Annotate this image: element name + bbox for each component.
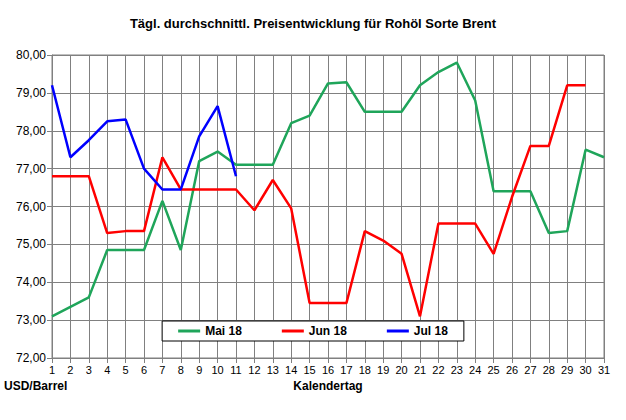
svg-text:13: 13 (267, 364, 279, 376)
svg-text:24: 24 (469, 364, 481, 376)
svg-text:2: 2 (67, 364, 73, 376)
svg-text:76,00: 76,00 (16, 200, 46, 214)
svg-text:Jul 18: Jul 18 (414, 324, 448, 338)
svg-text:22: 22 (432, 364, 444, 376)
svg-text:1: 1 (49, 364, 55, 376)
svg-text:3: 3 (86, 364, 92, 376)
svg-text:78,00: 78,00 (16, 124, 46, 138)
svg-text:11: 11 (230, 364, 241, 376)
svg-text:7: 7 (159, 364, 165, 376)
svg-text:27: 27 (524, 364, 536, 376)
svg-text:31: 31 (598, 364, 610, 376)
svg-text:23: 23 (451, 364, 463, 376)
svg-text:29: 29 (561, 364, 573, 376)
svg-text:12: 12 (248, 364, 260, 376)
svg-text:Mai 18: Mai 18 (205, 324, 242, 338)
svg-text:75,00: 75,00 (16, 237, 46, 251)
svg-text:Kalendertag: Kalendertag (293, 379, 362, 393)
svg-text:8: 8 (178, 364, 184, 376)
svg-text:73,00: 73,00 (16, 313, 46, 327)
svg-text:USD/Barrel: USD/Barrel (4, 379, 67, 393)
svg-text:28: 28 (543, 364, 555, 376)
svg-text:Tägl. durchschnittl. Preisentw: Tägl. durchschnittl. Preisentwicklung fü… (130, 16, 497, 31)
svg-text:16: 16 (322, 364, 334, 376)
svg-text:10: 10 (211, 364, 223, 376)
svg-text:26: 26 (506, 364, 518, 376)
svg-text:80,00: 80,00 (16, 48, 46, 62)
svg-text:4: 4 (104, 364, 110, 376)
svg-text:30: 30 (579, 364, 591, 376)
svg-text:Jun 18: Jun 18 (309, 324, 347, 338)
svg-text:74,00: 74,00 (16, 275, 46, 289)
svg-text:21: 21 (414, 364, 426, 376)
svg-text:79,00: 79,00 (16, 86, 46, 100)
svg-text:77,00: 77,00 (16, 162, 46, 176)
svg-text:72,00: 72,00 (16, 351, 46, 365)
svg-text:15: 15 (303, 364, 315, 376)
svg-text:9: 9 (196, 364, 202, 376)
svg-text:5: 5 (123, 364, 129, 376)
svg-text:14: 14 (285, 364, 297, 376)
svg-text:19: 19 (377, 364, 389, 376)
svg-text:17: 17 (340, 364, 352, 376)
svg-text:20: 20 (395, 364, 407, 376)
svg-text:6: 6 (141, 364, 147, 376)
svg-text:25: 25 (487, 364, 499, 376)
svg-text:18: 18 (359, 364, 371, 376)
